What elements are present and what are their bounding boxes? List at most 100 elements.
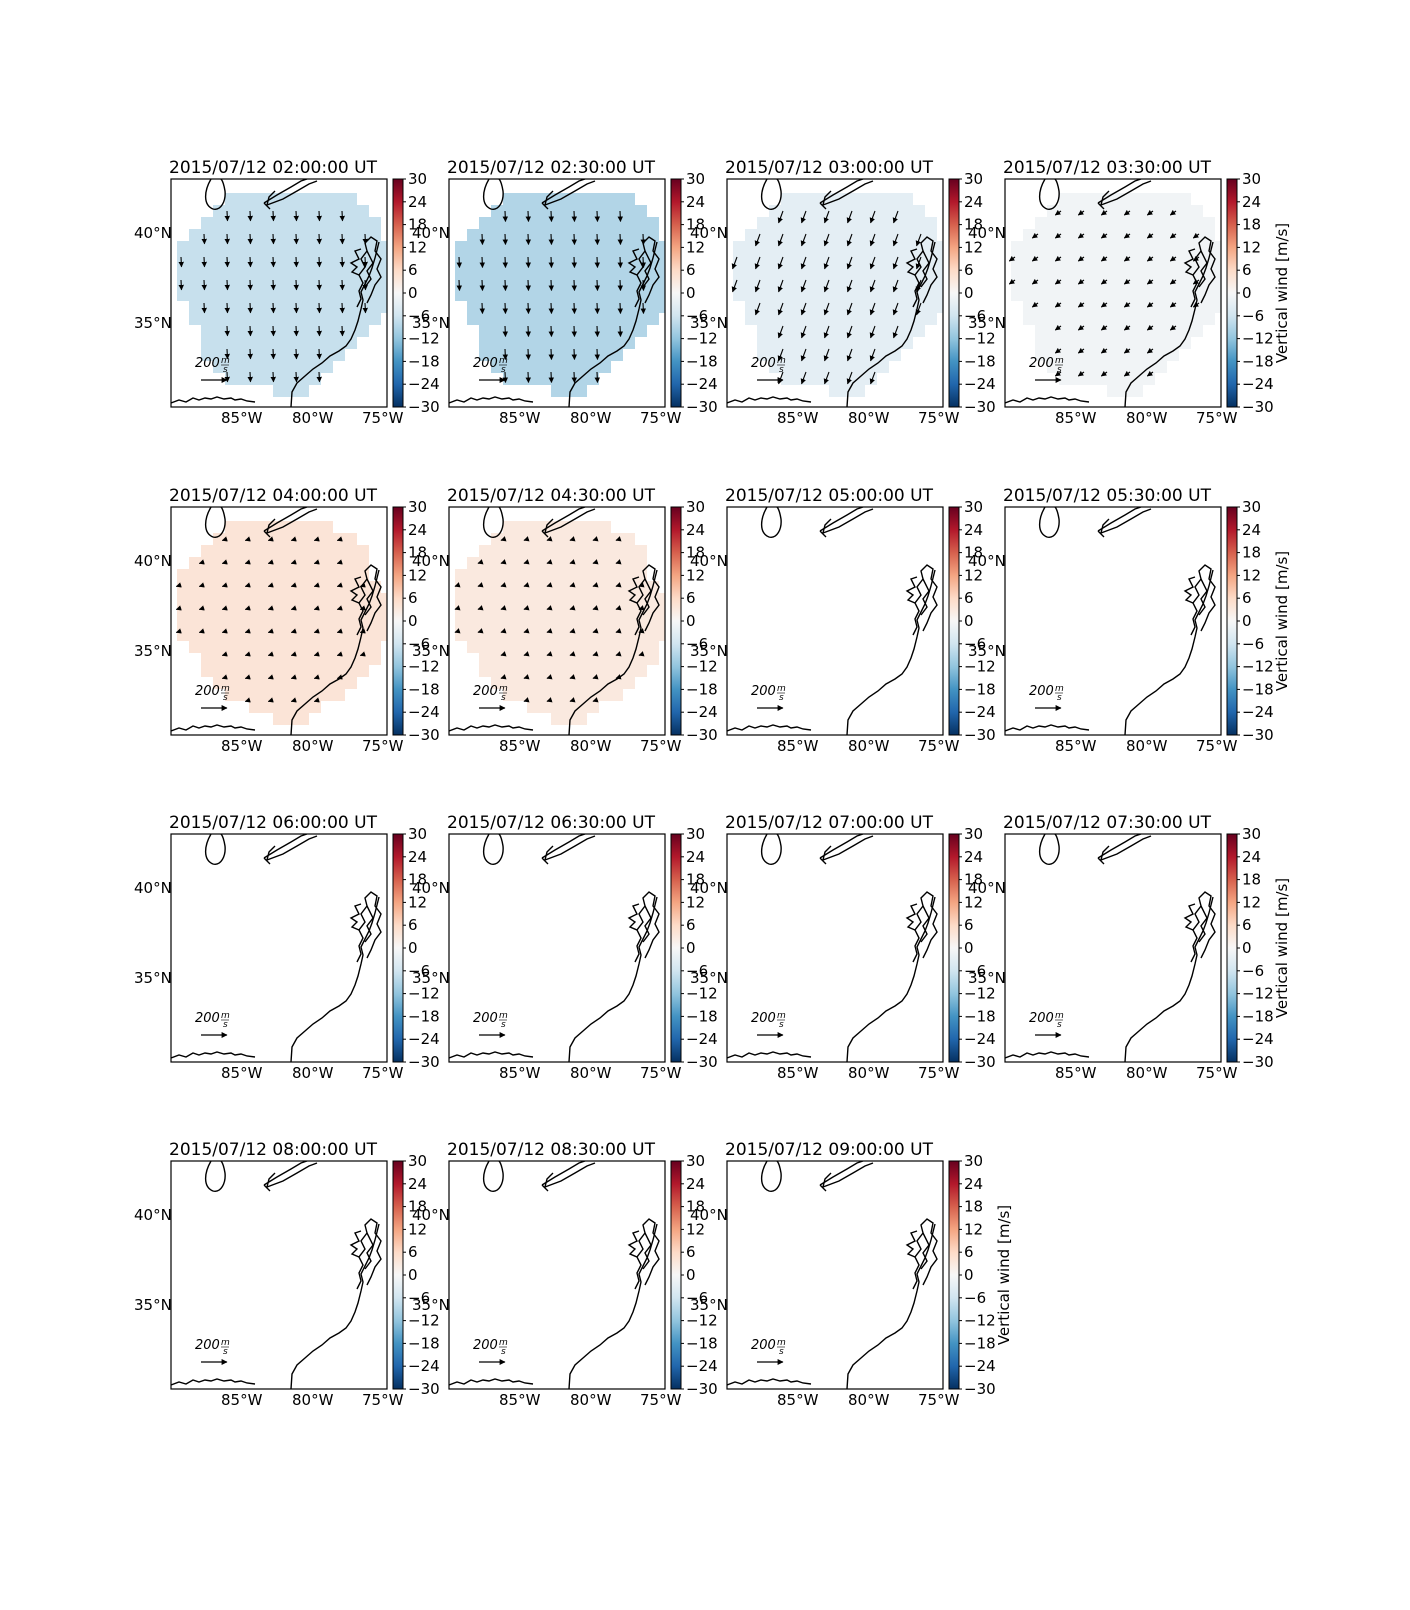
reference-vector-unit-m: m	[499, 356, 508, 366]
wind-vector	[640, 302, 647, 315]
wind-vector	[244, 536, 251, 542]
lon-tick-label: 75°W	[918, 1391, 960, 1409]
wind-vector	[339, 210, 345, 222]
delmarva-coast	[349, 1230, 374, 1270]
colorbar-tick-label: −12	[686, 330, 718, 348]
wind-vector	[523, 697, 530, 703]
wind-vector	[247, 348, 253, 360]
wind-vector	[571, 302, 578, 315]
wind-vector	[502, 302, 509, 315]
map-panel: 2015/07/12 08:30:00 UT 40°N 35°N 85°W 80°W 75…	[412, 1140, 718, 1409]
colorbar-tick-label: 12	[686, 1220, 705, 1238]
lon-tick-label: 85°W	[777, 1391, 819, 1409]
map-panel: 2015/07/12 04:00:00 UT 40°N 35°N 85°W 80°W 75…	[134, 486, 440, 755]
lon-tick-label: 75°W	[640, 409, 682, 427]
lon-tick-label: 75°W	[640, 1064, 682, 1082]
colorbar-tick-label: 12	[964, 893, 983, 911]
wind-vector	[1054, 347, 1062, 354]
lon-tick-label: 80°W	[848, 409, 890, 427]
wind-vector	[615, 559, 622, 565]
delmarva-coast	[627, 903, 652, 943]
colorbar-tick-label: 0	[1242, 939, 1252, 957]
lon-tick-label: 80°W	[292, 1064, 334, 1082]
colorbar-tick-label: −18	[686, 680, 718, 698]
colorbar-tick-label: −30	[686, 726, 718, 744]
colorbar-tick-label: −6	[964, 962, 986, 980]
colorbar-tick-label: −6	[964, 307, 986, 325]
map-panel: 2015/07/12 06:00:00 UT 40°N 35°N 85°W 80°W 75…	[134, 813, 440, 1082]
lake-erie	[1097, 834, 1152, 865]
wind-vector	[546, 674, 553, 680]
colorbar-tick-label: −12	[964, 658, 996, 676]
wind-vector	[1008, 255, 1016, 262]
wind-vector	[293, 233, 299, 245]
colorbar: 30 24 18 12 6 0 −6 −12 −18 −24 −30	[1226, 170, 1274, 416]
wind-vector	[525, 371, 532, 384]
chesapeake-bay	[1190, 564, 1216, 636]
colorbar-tick-label: −6	[964, 1289, 986, 1307]
delmarva-coast	[905, 248, 930, 288]
colorbar-tick-label: 30	[1242, 498, 1261, 516]
colorbar-tick-label: −18	[964, 680, 996, 698]
delmarva-coast	[627, 248, 652, 288]
colorbar-tick-label: 6	[686, 916, 696, 934]
reference-vector-unit-s: s	[501, 365, 506, 375]
map-content	[727, 507, 938, 735]
wind-vector	[1192, 232, 1200, 239]
colorbar-label: Vertical wind [m/s]	[995, 1205, 1013, 1345]
wind-vector	[267, 697, 274, 703]
colorbar-tick-label: 30	[1242, 170, 1261, 188]
wind-vector	[477, 628, 484, 634]
map-frame	[1004, 833, 1222, 1063]
wind-vector	[869, 279, 876, 293]
colorbar-tick-label: −30	[408, 1053, 440, 1071]
colorbar-tick-label: −24	[686, 1357, 718, 1375]
lake-erie	[541, 179, 596, 210]
lat-tick-label: 35°N	[134, 642, 172, 660]
wind-vector	[221, 674, 228, 680]
chesapeake-bay	[634, 1218, 660, 1290]
colorbar-tick-label: 30	[964, 825, 983, 843]
panel-title: 2015/07/12 05:00:00 UT	[725, 486, 934, 506]
wind-vector	[640, 256, 647, 269]
lake-michigan	[1038, 179, 1060, 210]
colorbar-tick-label: −18	[964, 1334, 996, 1352]
wind-vector	[823, 279, 830, 293]
wind-vector	[175, 582, 182, 588]
gulf-coastline	[727, 724, 812, 732]
wind-vector	[221, 605, 228, 611]
wind-vector	[502, 256, 509, 269]
wind-vector	[800, 371, 807, 385]
wind-vector	[892, 325, 899, 339]
map-content	[727, 179, 943, 407]
colorbar-tick-label: 30	[964, 1152, 983, 1170]
lake-erie	[263, 179, 318, 210]
wind-vector	[1146, 370, 1154, 377]
reference-vector-unit-s: s	[779, 1020, 784, 1030]
wind-vector	[594, 371, 601, 384]
delmarva-coast	[905, 903, 930, 943]
wind-vector	[777, 256, 784, 270]
lake-michigan	[482, 1161, 504, 1192]
wind-vector	[313, 651, 320, 657]
panel-title: 2015/07/12 03:00:00 UT	[725, 158, 934, 178]
colorbar-tick-label: −6	[686, 962, 708, 980]
colorbar-tick-label: −12	[686, 985, 718, 1003]
delmarva-coast	[1183, 576, 1208, 616]
colorbar-tick-label: 12	[408, 238, 427, 256]
reference-vector-magnitude: 200	[751, 1011, 776, 1026]
wind-vector	[178, 256, 184, 268]
wind-vector	[569, 697, 576, 703]
lon-tick-label: 85°W	[1055, 409, 1097, 427]
lon-tick-label: 80°W	[292, 1391, 334, 1409]
gulf-coastline	[171, 1378, 256, 1386]
panel-title: 2015/07/12 05:30:00 UT	[1003, 486, 1212, 506]
gulf-coastline	[171, 1051, 256, 1059]
wind-vector	[846, 233, 853, 247]
wind-vector	[316, 233, 322, 245]
lon-tick-label: 85°W	[1055, 737, 1097, 755]
wind-vector	[247, 279, 253, 291]
wind-region	[1011, 193, 1221, 397]
wind-vector	[454, 605, 461, 611]
colorbar-tick-label: 24	[964, 193, 983, 211]
